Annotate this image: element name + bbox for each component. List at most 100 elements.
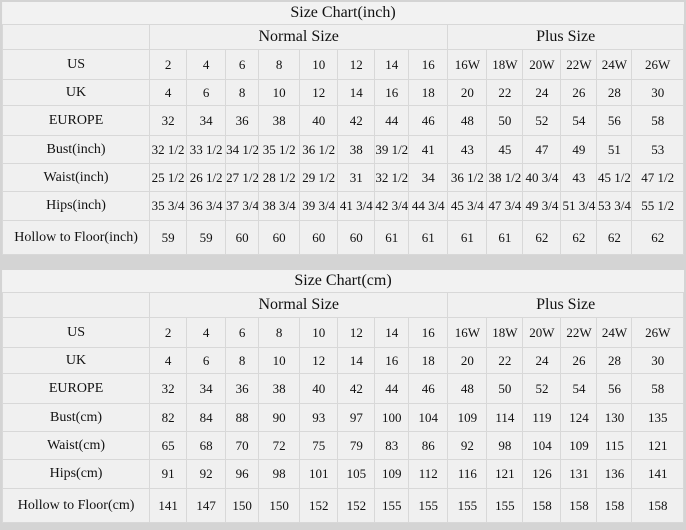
size-cell: 20 bbox=[447, 347, 488, 374]
size-cell: 2 bbox=[149, 49, 188, 80]
size-cell: 79 bbox=[337, 431, 376, 460]
size-cell: 98 bbox=[258, 459, 301, 489]
size-cell: 62 bbox=[560, 220, 598, 255]
size-cell: 65 bbox=[149, 431, 188, 460]
table-row: Hips(cm) 91 92 96 98 101 105 109 112 116 121 126 131… bbox=[1, 459, 684, 489]
size-cell: 98 bbox=[486, 431, 524, 460]
size-cell: 14 bbox=[337, 79, 376, 106]
row-label: US bbox=[1, 49, 151, 80]
size-cell: 10 bbox=[258, 347, 301, 374]
size-cell: 14 bbox=[374, 49, 410, 80]
size-cell: 96 bbox=[225, 459, 260, 489]
size-cell: 116 bbox=[447, 459, 488, 489]
size-cell: 130 bbox=[596, 403, 633, 432]
row-label: Bust(inch) bbox=[1, 135, 151, 164]
size-cell: 22 bbox=[486, 79, 524, 106]
group-plus-size: Plus Size bbox=[447, 292, 684, 318]
size-cell: 35 3/4 bbox=[149, 191, 188, 221]
size-cell: 30 bbox=[631, 347, 684, 374]
size-cell: 26 1/2 bbox=[186, 163, 227, 192]
size-cell: 155 bbox=[408, 488, 449, 523]
size-cell: 109 bbox=[374, 459, 410, 489]
size-cell: 26 bbox=[560, 79, 598, 106]
size-cell: 56 bbox=[596, 105, 633, 136]
size-cell: 46 bbox=[408, 373, 449, 404]
size-cell: 42 bbox=[337, 373, 376, 404]
size-cell: 39 1/2 bbox=[374, 135, 410, 164]
size-table: Size Chart(cm) Normal Size Plus Size US 2 4 6 8… bbox=[1, 270, 684, 523]
size-cell: 6 bbox=[186, 79, 227, 106]
size-cell: 12 bbox=[337, 317, 376, 348]
size-cell: 100 bbox=[374, 403, 410, 432]
size-cell: 62 bbox=[522, 220, 562, 255]
size-cell: 109 bbox=[447, 403, 488, 432]
row-label: UK bbox=[1, 79, 151, 106]
size-cell: 36 3/4 bbox=[186, 191, 227, 221]
size-cell: 48 bbox=[447, 105, 488, 136]
size-cell: 150 bbox=[258, 488, 301, 523]
size-cell: 54 bbox=[560, 373, 598, 404]
size-cell: 24W bbox=[596, 49, 633, 80]
size-cell: 32 1/2 bbox=[149, 135, 188, 164]
size-cell: 44 3/4 bbox=[408, 191, 449, 221]
size-cell: 16 bbox=[408, 317, 449, 348]
size-cell: 42 bbox=[337, 105, 376, 136]
size-cell: 12 bbox=[299, 347, 339, 374]
size-cell: 92 bbox=[186, 459, 227, 489]
size-cell: 22 bbox=[486, 347, 524, 374]
size-cell: 26 bbox=[560, 347, 598, 374]
size-cell: 12 bbox=[337, 49, 376, 80]
row-label: EUROPE bbox=[1, 105, 151, 136]
size-cell: 121 bbox=[486, 459, 524, 489]
size-cell: 52 bbox=[522, 105, 562, 136]
size-cell: 10 bbox=[299, 49, 339, 80]
size-cell: 45 bbox=[486, 135, 524, 164]
table-row: Bust(inch) 32 1/2 33 1/2 34 1/2 35 1/2 36 1/2… bbox=[1, 135, 684, 164]
size-cell: 2 bbox=[149, 317, 188, 348]
size-cell: 51 3/4 bbox=[560, 191, 598, 221]
row-label: Waist(inch) bbox=[1, 163, 151, 192]
size-cell: 20W bbox=[522, 49, 562, 80]
table-row: Hips(inch) 35 3/4 36 3/4 37 3/4 38 3/4 39 3/4… bbox=[1, 191, 684, 221]
size-cell: 38 3/4 bbox=[258, 191, 301, 221]
size-cell: 152 bbox=[337, 488, 376, 523]
size-cell: 18W bbox=[486, 49, 524, 80]
size-cell: 61 bbox=[486, 220, 524, 255]
size-cell: 32 1/2 bbox=[374, 163, 410, 192]
size-cell: 16W bbox=[447, 317, 488, 348]
row-label: Hollow to Floor(cm) bbox=[1, 488, 151, 523]
size-cell: 155 bbox=[374, 488, 410, 523]
table-row: Hollow to Floor(inch) 59 59 60 60 60 60 61 61 61 6… bbox=[1, 220, 684, 255]
size-cell: 126 bbox=[522, 459, 562, 489]
size-cell: 28 bbox=[596, 347, 633, 374]
size-cell: 114 bbox=[486, 403, 524, 432]
size-cell: 36 bbox=[225, 373, 260, 404]
corner-cell bbox=[1, 292, 151, 318]
size-cell: 62 bbox=[596, 220, 633, 255]
table-row: US 2 4 6 8 10 12 14 16 16W 18W 20W 22W 24W 26W bbox=[1, 317, 684, 348]
size-cell: 121 bbox=[631, 431, 684, 460]
size-cell: 104 bbox=[408, 403, 449, 432]
size-cell: 49 bbox=[560, 135, 598, 164]
size-cell: 16W bbox=[447, 49, 488, 80]
size-cell: 6 bbox=[225, 49, 260, 80]
size-cell: 36 1/2 bbox=[447, 163, 488, 192]
size-cell: 32 bbox=[149, 105, 188, 136]
size-cell: 36 1/2 bbox=[299, 135, 339, 164]
size-cell: 14 bbox=[337, 347, 376, 374]
size-cell: 155 bbox=[486, 488, 524, 523]
size-cell: 4 bbox=[186, 317, 227, 348]
size-cell: 45 1/2 bbox=[596, 163, 633, 192]
size-cell: 41 3/4 bbox=[337, 191, 376, 221]
size-cell: 147 bbox=[186, 488, 227, 523]
size-cell: 119 bbox=[522, 403, 562, 432]
size-cell: 124 bbox=[560, 403, 598, 432]
size-cell: 70 bbox=[225, 431, 260, 460]
size-cell: 44 bbox=[374, 105, 410, 136]
size-cell: 86 bbox=[408, 431, 449, 460]
size-cell: 62 bbox=[631, 220, 684, 255]
size-cell: 60 bbox=[258, 220, 301, 255]
size-cell: 47 3/4 bbox=[486, 191, 524, 221]
size-cell: 28 bbox=[596, 79, 633, 106]
table-row: Waist(cm) 65 68 70 72 75 79 83 86 92 98 104 109 115 12… bbox=[1, 431, 684, 460]
